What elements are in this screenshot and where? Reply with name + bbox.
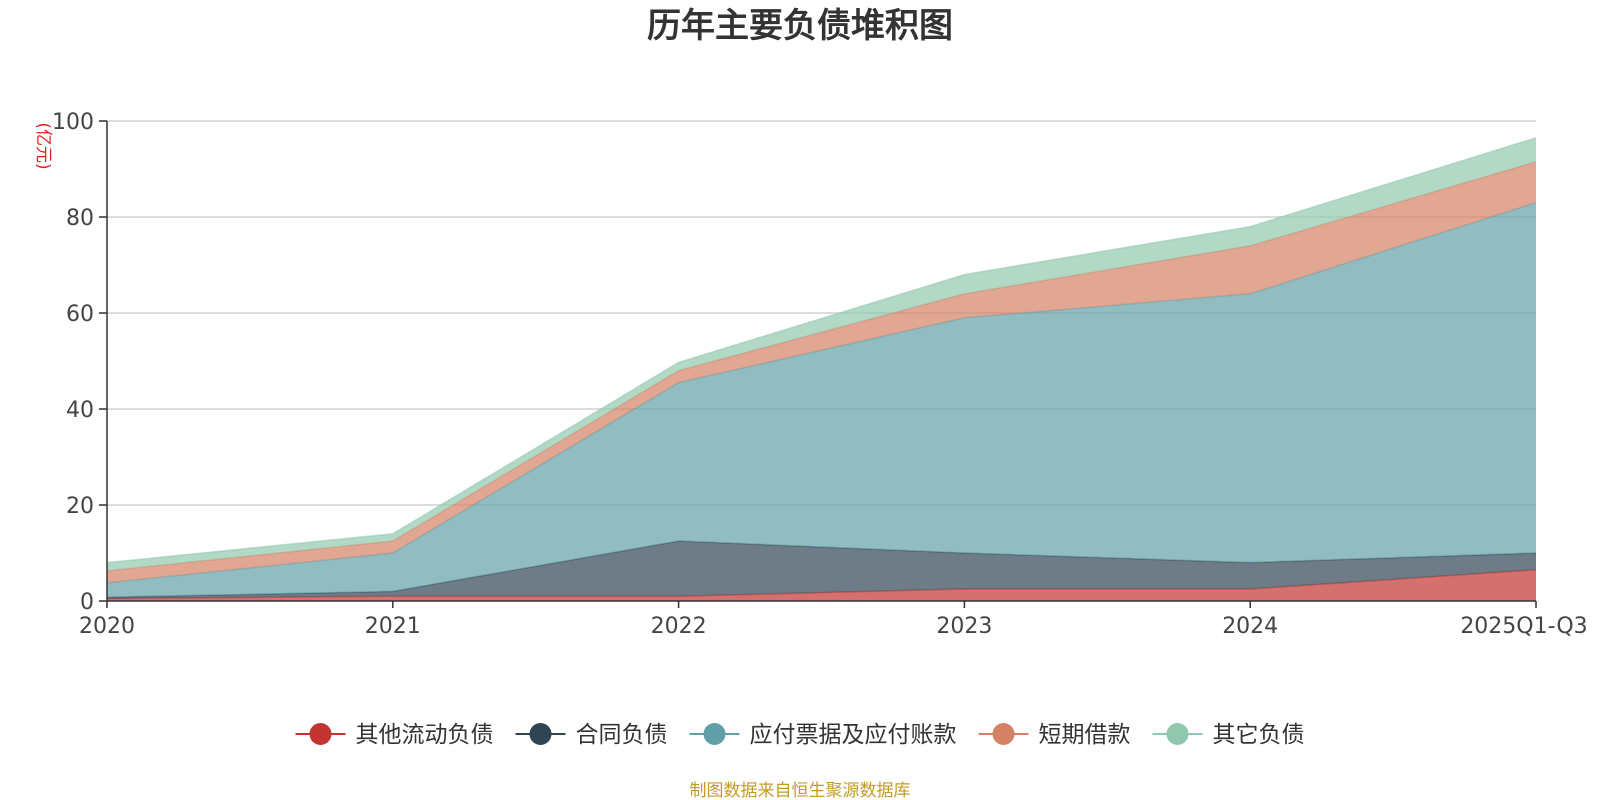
legend-item-2[interactable]: 应付票据及应付账款 (689, 722, 957, 748)
legend-circle-marker (992, 723, 1015, 745)
chart-title: 历年主要负债堆积图 (647, 6, 953, 46)
area-series-2 (107, 202, 1536, 598)
area-series-3 (107, 161, 1536, 583)
legend-item-3[interactable]: 短期借款 (978, 722, 1131, 748)
legend-circle-marker (529, 723, 552, 745)
legend-label: 短期借款 (1039, 722, 1131, 748)
y-tick-label: 40 (66, 398, 94, 423)
legend-label: 其它负债 (1213, 722, 1305, 748)
area-series-line-3 (106, 161, 1537, 572)
legend-label: 合同负债 (576, 722, 668, 748)
area-series-1 (107, 541, 1536, 599)
y-tick-label: 80 (66, 206, 94, 231)
y-tick-label: 20 (66, 494, 94, 519)
x-tick-label: 2023 (936, 614, 992, 639)
legend-item-1[interactable]: 合同负债 (515, 722, 668, 748)
legend-label: 应付票据及应付账款 (750, 722, 957, 748)
x-tick-label: 2025Q1-Q3 (1460, 614, 1587, 639)
area-series-group (106, 137, 1537, 601)
x-tick-label: 2024 (1222, 614, 1278, 639)
y-axis-unit-label: (亿元) (33, 122, 53, 169)
area-series-line-2 (106, 201, 1537, 584)
area-series-0 (107, 569, 1536, 601)
x-tick-label: 2020 (79, 614, 135, 639)
legend-item-0[interactable]: 其他流动负债 (295, 722, 494, 748)
legend-circle-marker (703, 723, 726, 745)
x-tick-label: 2022 (651, 614, 707, 639)
axes: 0 20 40 60 80 100 2020 2021 2022 2023 2024 2025Q1-Q… (52, 110, 1588, 639)
legend: 其他流动负债 合同负债 应付票据及应付账款 短期借款 其它负债 (295, 722, 1305, 748)
y-tick-label: 0 (80, 590, 94, 615)
x-tick-label: 2021 (365, 614, 421, 639)
area-series-line-4 (106, 137, 1537, 564)
area-series-4 (107, 137, 1536, 571)
y-tick-label: 100 (52, 110, 94, 135)
legend-circle-marker (1166, 723, 1189, 745)
data-source-note: 制图数据来自恒生聚源数据库 (690, 781, 911, 800)
y-tick-label: 60 (66, 302, 94, 327)
legend-circle-marker (309, 723, 332, 745)
legend-item-4[interactable]: 其它负债 (1152, 722, 1305, 748)
legend-label: 其他流动负债 (356, 722, 494, 748)
